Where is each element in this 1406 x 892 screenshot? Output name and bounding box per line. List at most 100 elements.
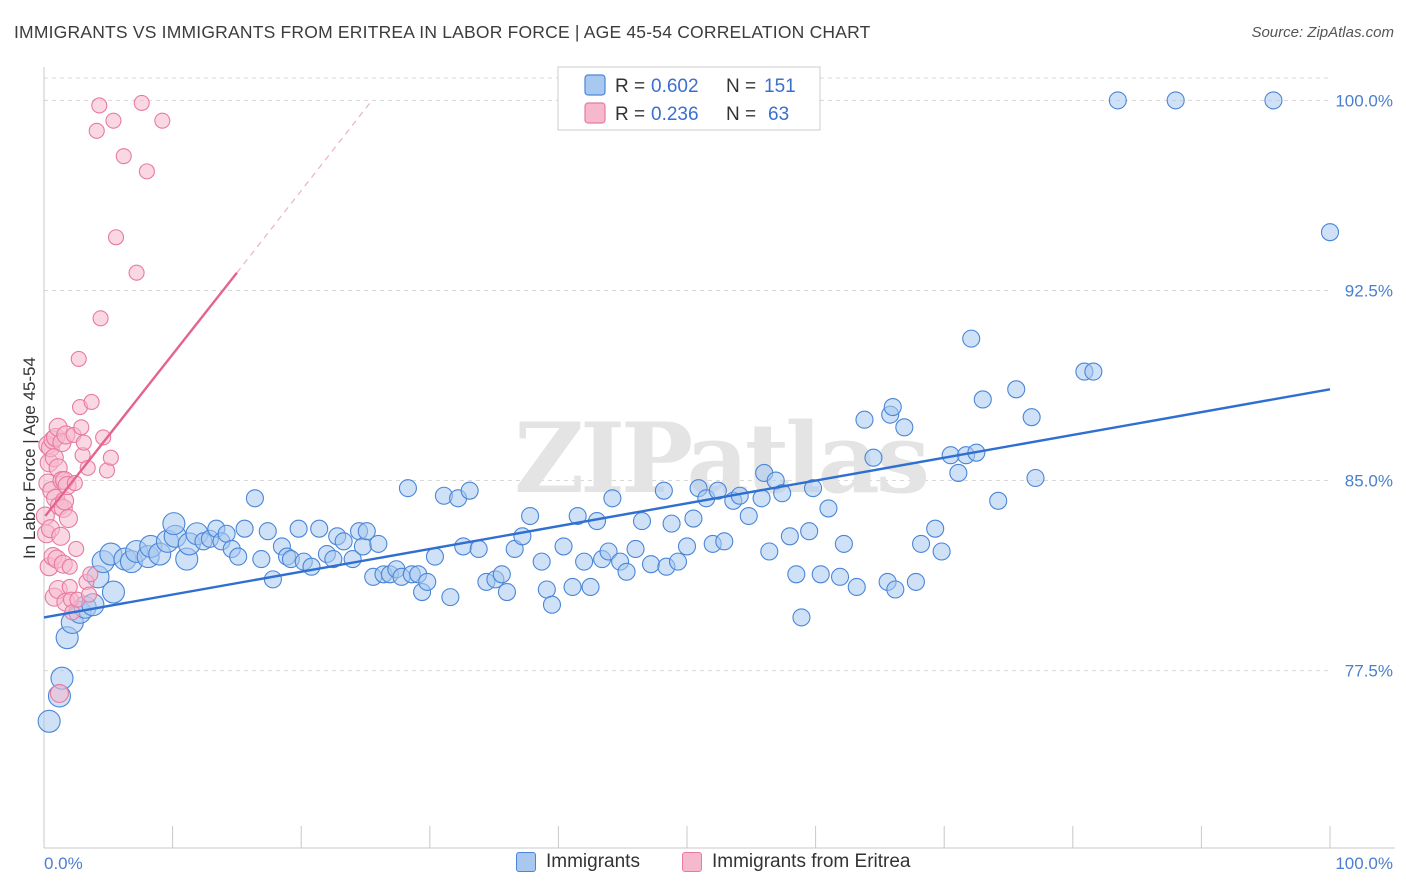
- data-point: [715, 532, 734, 551]
- data-point: [883, 397, 902, 417]
- data-point: [128, 264, 145, 281]
- data-point: [912, 534, 931, 553]
- data-point: [1022, 408, 1041, 427]
- trend-line-eritrea: [44, 271, 238, 517]
- data-point: [617, 562, 636, 581]
- data-point: [973, 390, 992, 409]
- y-tick-label: 92.5%: [1345, 281, 1393, 300]
- data-point: [886, 580, 905, 599]
- data-point: [80, 586, 98, 603]
- data-point: [662, 514, 681, 533]
- data-point: [369, 534, 388, 553]
- data-point: [58, 509, 78, 529]
- data-point: [1084, 362, 1103, 381]
- data-point: [847, 577, 866, 597]
- data-point: [581, 577, 600, 597]
- data-point: [926, 519, 945, 538]
- data-point: [83, 393, 100, 411]
- data-point: [66, 475, 83, 492]
- data-point: [1108, 91, 1127, 110]
- legend-swatch-eritrea: [682, 852, 702, 872]
- data-point: [632, 512, 652, 531]
- gridlines: [44, 77, 1330, 672]
- data-point: [88, 122, 105, 139]
- data-point: [760, 542, 779, 561]
- data-point: [1320, 223, 1340, 242]
- legend-swatch-pink: [584, 102, 606, 124]
- series-immigrants: [37, 91, 1340, 733]
- data-point: [855, 410, 874, 429]
- legend-r-label-1: R =: [615, 76, 645, 97]
- data-point: [91, 97, 108, 114]
- legend-r-label-2: R =: [615, 104, 645, 125]
- data-point: [101, 580, 125, 604]
- data-point: [258, 522, 277, 541]
- data-point: [324, 550, 343, 569]
- data-point: [310, 519, 329, 538]
- data-point: [107, 229, 125, 246]
- data-point: [217, 524, 236, 543]
- legend-n-label-1: N =: [726, 76, 756, 97]
- data-point: [51, 526, 71, 546]
- legend-n-label-2: N =: [726, 104, 756, 125]
- data-point: [398, 479, 417, 498]
- data-point: [133, 94, 150, 111]
- data-point: [532, 552, 551, 571]
- y-tick-label: 85.0%: [1345, 472, 1393, 491]
- y-tick-label: 77.5%: [1345, 662, 1393, 681]
- trend-line-eritrea-extension: [236, 100, 373, 274]
- data-point: [668, 552, 688, 571]
- data-point: [603, 489, 622, 508]
- stats-legend: R = 0.602 N = 151 R = 0.236 N = 63: [557, 66, 821, 131]
- legend-n-value-1: 151: [764, 76, 796, 97]
- y-tick-label: 100.0%: [1335, 91, 1393, 110]
- data-point: [773, 484, 792, 503]
- data-point: [353, 537, 372, 556]
- data-point: [1026, 468, 1045, 488]
- data-point: [49, 683, 69, 703]
- data-point: [92, 310, 109, 327]
- data-point: [542, 595, 562, 614]
- data-point: [441, 588, 460, 607]
- legend-label-eritrea: Immigrants from Eritrea: [712, 851, 911, 872]
- data-point: [654, 481, 673, 500]
- data-point: [460, 481, 479, 500]
- trend-line-immigrants: [43, 388, 1331, 619]
- data-point: [454, 537, 473, 556]
- data-point: [235, 519, 254, 538]
- data-point: [962, 329, 981, 348]
- data-point: [61, 558, 78, 575]
- data-point: [245, 489, 264, 508]
- data-point: [575, 552, 594, 571]
- data-point: [95, 429, 112, 446]
- data-point: [357, 522, 376, 541]
- x-tick-label-min: 0.0%: [44, 854, 83, 873]
- data-point: [75, 434, 92, 451]
- legend-item-eritrea: Immigrants from Eritrea: [682, 851, 910, 873]
- chart-title: IMMIGRANTS VS IMMIGRANTS FROM ERITREA IN…: [14, 22, 871, 42]
- data-point: [803, 479, 823, 498]
- legend-item-immigrants: Immigrants: [516, 851, 640, 873]
- data-point: [830, 567, 850, 586]
- data-point: [537, 580, 556, 599]
- data-point: [554, 537, 573, 556]
- data-point: [138, 163, 155, 180]
- data-point: [780, 527, 799, 546]
- data-point: [684, 509, 703, 528]
- data-point: [906, 572, 925, 591]
- data-point: [418, 572, 437, 591]
- data-point: [252, 550, 271, 569]
- data-point: [677, 537, 697, 556]
- data-point: [73, 419, 90, 436]
- data-point: [497, 582, 517, 602]
- data-point: [492, 565, 511, 584]
- trend-lines: [43, 100, 1331, 619]
- data-point: [708, 481, 727, 500]
- data-point: [819, 499, 838, 518]
- data-point: [641, 555, 661, 574]
- legend-r-value-1: 0.602: [651, 76, 699, 97]
- data-point: [834, 534, 853, 553]
- data-point: [302, 557, 321, 576]
- data-point: [229, 547, 248, 566]
